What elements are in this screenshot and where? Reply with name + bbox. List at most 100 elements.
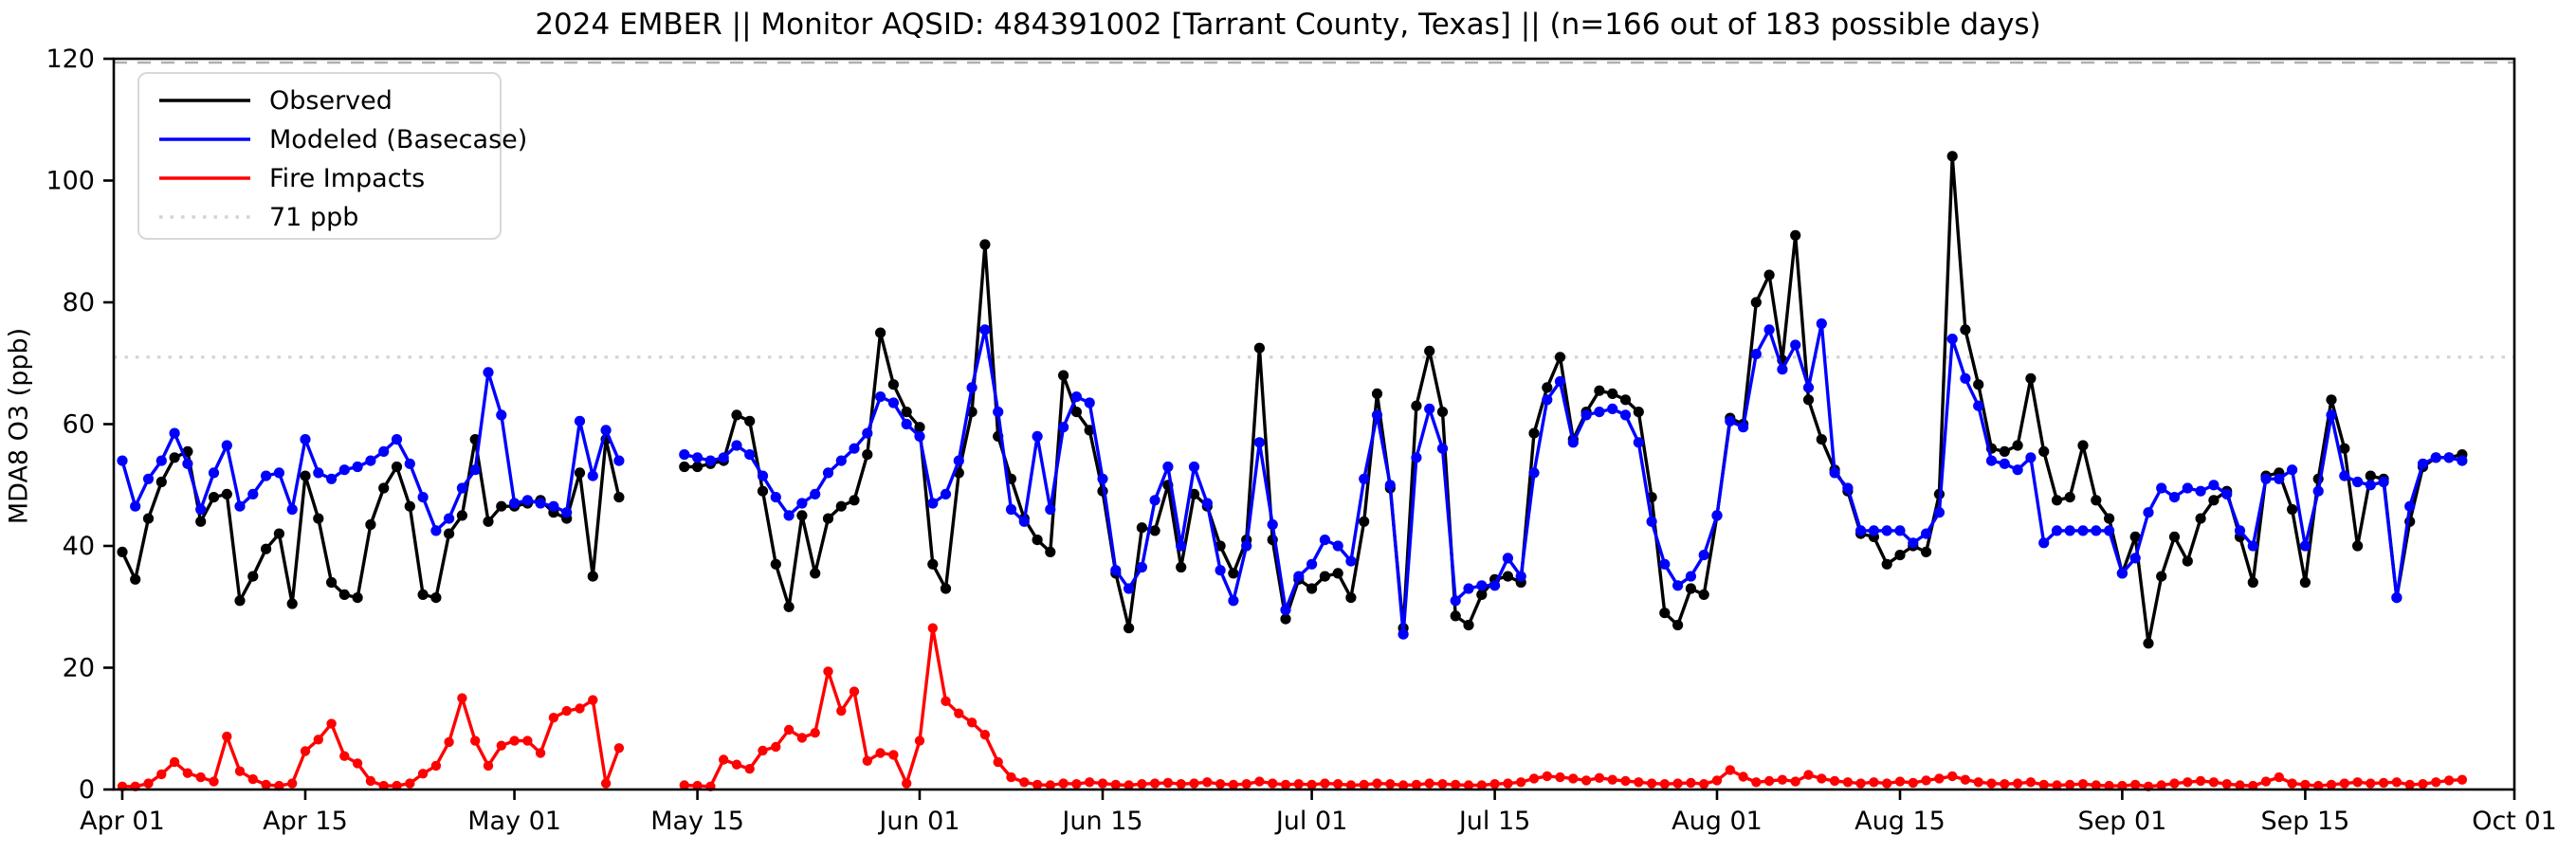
data-point — [1176, 779, 1186, 789]
data-point — [822, 467, 834, 479]
data-point — [2234, 525, 2246, 536]
data-point — [1881, 525, 1892, 536]
data-point — [1436, 443, 1449, 454]
data-point — [2117, 780, 2128, 791]
data-point — [1280, 613, 1291, 625]
data-point — [1345, 592, 1357, 604]
data-point — [1725, 765, 1736, 775]
data-point — [1528, 427, 1540, 439]
data-point — [273, 467, 284, 479]
data-point — [2352, 540, 2364, 552]
data-point — [1790, 229, 1801, 241]
data-point — [469, 464, 481, 476]
data-point — [2378, 777, 2389, 789]
y-tick-label: 100 — [46, 167, 95, 196]
data-point — [2025, 372, 2037, 384]
data-point — [1973, 379, 1984, 390]
data-point — [1424, 403, 1435, 414]
data-point — [221, 488, 232, 500]
data-point — [679, 461, 690, 473]
data-point — [1332, 568, 1343, 579]
data-point — [2012, 778, 2023, 789]
data-point — [313, 513, 324, 524]
data-point — [692, 780, 703, 791]
data-point — [679, 449, 690, 461]
data-point — [1607, 774, 1617, 785]
data-point — [1738, 422, 1749, 433]
data-point — [209, 776, 219, 787]
data-point — [993, 756, 1003, 768]
data-point — [1320, 778, 1330, 789]
data-point — [483, 367, 494, 378]
data-point — [273, 528, 284, 539]
data-point — [352, 592, 363, 604]
data-point — [2378, 476, 2389, 488]
data-point — [1790, 776, 1800, 787]
data-point — [456, 510, 467, 521]
data-point — [417, 589, 429, 601]
data-point — [1306, 558, 1318, 570]
data-point — [365, 455, 376, 466]
data-point — [1711, 775, 1723, 786]
data-point — [287, 778, 298, 789]
data-point — [1371, 388, 1383, 399]
data-point — [1580, 409, 1592, 421]
data-point — [796, 498, 808, 509]
data-point — [1359, 473, 1370, 484]
data-point — [2235, 780, 2245, 790]
legend-label: Modeled (Basecase) — [269, 125, 527, 154]
data-point — [1686, 777, 1696, 789]
data-point — [1894, 550, 1906, 561]
data-point — [783, 601, 795, 612]
data-point — [1451, 779, 1461, 790]
data-point — [914, 422, 925, 433]
data-point — [588, 695, 598, 705]
data-point — [1802, 394, 1815, 406]
data-point — [1803, 770, 1814, 780]
data-point — [1463, 619, 1474, 631]
x-tick-label: Oct 01 — [2472, 807, 2557, 836]
data-point — [444, 528, 455, 539]
data-point — [1411, 452, 1422, 463]
data-point — [1672, 778, 1683, 789]
x-tick-label: Jun 01 — [877, 807, 959, 836]
data-point — [2431, 777, 2441, 788]
data-point — [2183, 777, 2193, 788]
data-point — [1372, 778, 1382, 789]
data-point — [744, 449, 756, 461]
data-point — [1659, 779, 1671, 789]
data-point — [247, 488, 259, 500]
data-point — [2012, 464, 2023, 476]
data-point — [1162, 461, 1174, 473]
legend-label: 71 ppb — [269, 203, 358, 232]
data-point — [2091, 780, 2101, 790]
data-point — [470, 735, 481, 746]
data-point — [1816, 318, 1827, 330]
data-point — [1817, 773, 1827, 784]
data-point — [1385, 779, 1396, 789]
data-point — [1829, 775, 1840, 787]
x-tick-label: May 15 — [650, 807, 744, 836]
data-point — [2287, 778, 2297, 789]
data-point — [1228, 779, 1239, 790]
x-tick-label: Jul 15 — [1457, 807, 1531, 836]
data-point — [391, 434, 403, 445]
data-point — [117, 455, 128, 466]
data-point — [575, 703, 585, 714]
data-point — [1790, 339, 1801, 351]
x-tick-label: Jul 01 — [1274, 807, 1348, 836]
data-point — [1398, 780, 1409, 790]
data-point — [1554, 375, 1566, 388]
data-point — [1176, 540, 1187, 552]
data-point — [430, 592, 442, 604]
data-point — [1450, 610, 1461, 622]
data-point — [613, 743, 625, 753]
data-point — [1085, 777, 1095, 788]
data-point — [1999, 445, 2010, 457]
data-point — [1319, 571, 1330, 582]
data-point — [1933, 507, 1945, 518]
data-point — [1136, 522, 1147, 534]
data-point — [1058, 422, 1069, 433]
data-point — [1528, 773, 1540, 784]
data-point — [1620, 775, 1631, 787]
